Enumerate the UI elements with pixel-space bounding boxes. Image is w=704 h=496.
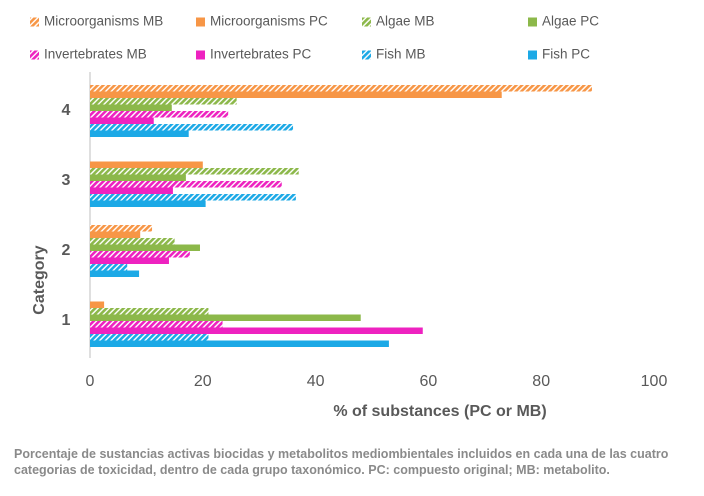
bar <box>90 187 173 194</box>
legend-label: Fish MB <box>376 47 426 62</box>
bar <box>90 117 154 124</box>
bar <box>90 314 361 321</box>
chart: Category % of substances (PC or MB) 0 20 4… <box>30 14 668 420</box>
bar <box>90 251 190 258</box>
legend-swatch <box>362 17 371 27</box>
bar <box>90 168 299 175</box>
bar <box>90 327 423 334</box>
legend-swatch <box>362 50 371 60</box>
bar <box>90 308 209 315</box>
legend-swatch <box>528 50 537 60</box>
bar <box>90 200 206 207</box>
bar <box>90 181 282 188</box>
legend-label: Fish PC <box>542 47 590 62</box>
bar <box>90 104 172 111</box>
legend-label: Microorganisms MB <box>44 14 163 29</box>
bar <box>90 340 389 347</box>
bar <box>90 321 223 328</box>
x-tick-label: 20 <box>194 373 212 390</box>
bar <box>90 231 141 238</box>
legend-swatch <box>196 50 205 60</box>
x-tick-label: 80 <box>532 373 550 390</box>
x-tick-label: 100 <box>641 373 668 390</box>
bar <box>90 130 189 137</box>
bar <box>90 111 229 118</box>
x-tick-label: 40 <box>307 373 325 390</box>
x-tick-label: 0 <box>86 373 95 390</box>
x-axis-label: % of substances (PC or MB) <box>333 403 546 420</box>
bar <box>90 257 169 264</box>
bar <box>90 334 209 341</box>
bar <box>90 161 203 168</box>
bar <box>90 270 140 277</box>
x-tick-label: 60 <box>420 373 438 390</box>
bar <box>90 98 237 105</box>
y-axis-label: Category <box>31 245 48 314</box>
y-tick-label: 4 <box>62 102 71 119</box>
legend-swatch <box>30 17 39 27</box>
caption: Porcentaje de sustancias activas biocida… <box>14 447 669 477</box>
bar <box>90 225 153 232</box>
legend-label: Invertebrates PC <box>210 47 312 62</box>
legend-label: Algae MB <box>376 14 435 29</box>
bar <box>90 194 296 201</box>
bar <box>90 91 502 98</box>
bar <box>90 174 186 181</box>
bar <box>90 124 294 131</box>
bar <box>90 264 128 271</box>
bar <box>90 301 105 308</box>
bar <box>90 238 175 245</box>
legend-swatch <box>30 50 39 60</box>
y-tick-label: 1 <box>62 312 71 329</box>
legend-label: Microorganisms PC <box>210 14 328 29</box>
legend-swatch <box>196 17 205 27</box>
y-tick-label: 2 <box>62 242 71 259</box>
legend-swatch <box>528 17 537 27</box>
bar <box>90 244 200 251</box>
y-tick-label: 3 <box>62 172 71 189</box>
legend-label: Invertebrates MB <box>44 47 147 62</box>
legend-label: Algae PC <box>542 14 599 29</box>
bar <box>90 85 592 92</box>
